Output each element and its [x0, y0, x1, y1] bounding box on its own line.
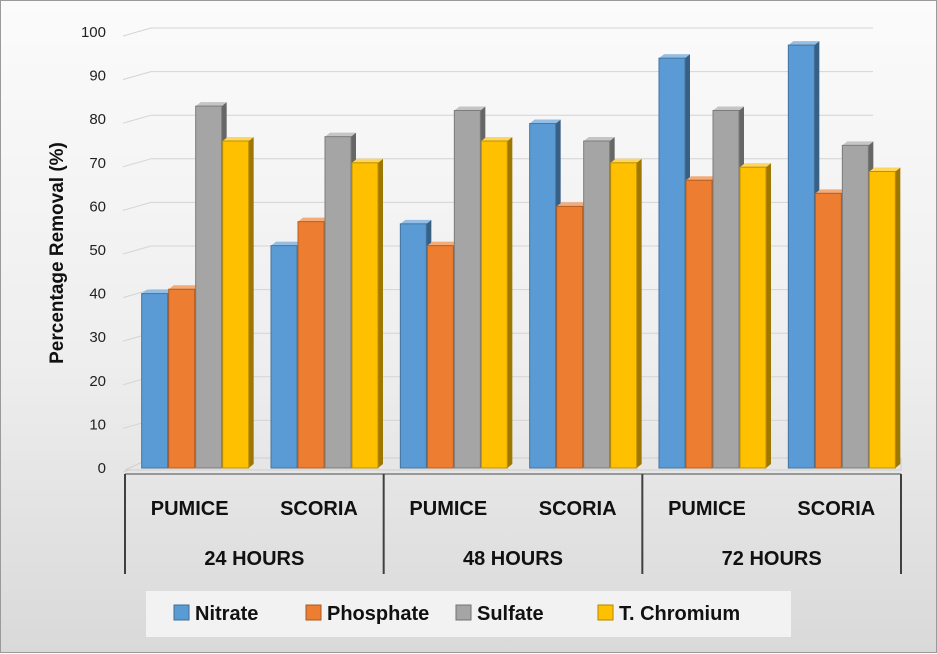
- group-label: 48 HOURS: [463, 548, 563, 570]
- y-tick-label: 70: [89, 155, 106, 172]
- bar-top: [141, 289, 173, 294]
- bar-top: [610, 158, 642, 163]
- bar-top: [740, 163, 771, 168]
- bar-top: [427, 241, 459, 246]
- bar-top: [222, 137, 254, 141]
- bar-side: [766, 163, 771, 468]
- bar-top: [454, 106, 486, 111]
- category-label: PUMICE: [668, 498, 746, 520]
- bar-top: [659, 54, 690, 59]
- group-label: 72 HOURS: [722, 548, 822, 570]
- bar: [658, 57, 686, 469]
- bar-top: [815, 189, 847, 194]
- bar-top: [788, 41, 820, 46]
- bar-side: [507, 137, 513, 468]
- bar: [426, 245, 454, 469]
- y-tick-label: 60: [89, 198, 106, 215]
- bar: [453, 109, 481, 469]
- bar: [480, 140, 508, 469]
- bar: [814, 192, 842, 469]
- bar-side: [636, 158, 642, 469]
- legend-swatch: [597, 604, 614, 621]
- bar: [556, 205, 584, 469]
- y-tick-label: 40: [89, 286, 106, 303]
- bar: [841, 144, 869, 469]
- group-label: 24 HOURS: [204, 548, 304, 570]
- y-axis-ticks: 0 10 20 30 40 50 60 70 80 90 100: [81, 24, 106, 477]
- bar: [141, 293, 169, 469]
- bar: [610, 162, 638, 469]
- bar-top: [168, 285, 200, 290]
- bar-top: [529, 119, 561, 124]
- bar: [583, 140, 611, 469]
- legend-swatch: [455, 604, 472, 621]
- y-tick-label: 20: [89, 373, 106, 390]
- category-label: SCORIA: [280, 498, 358, 520]
- gridline-depth: [122, 71, 152, 81]
- bar-top: [583, 137, 615, 141]
- gridline-depth: [122, 158, 152, 168]
- bar-side: [248, 137, 254, 468]
- legend-label: T. Chromium: [619, 603, 740, 625]
- bar: [712, 109, 740, 469]
- gridline-depth: [122, 114, 152, 124]
- legend-label: Nitrate: [195, 603, 258, 625]
- bar: [222, 140, 250, 469]
- y-tick-label: 30: [89, 329, 106, 346]
- bar: [195, 105, 223, 469]
- category-table: PUMICE SCORIA PUMICE SCORIA PUMICE SCORIA 24 H…: [124, 473, 902, 574]
- bar: [351, 162, 379, 469]
- bar: [739, 166, 767, 469]
- y-tick-label: 100: [81, 24, 106, 41]
- bar-top: [352, 158, 383, 163]
- bar-top: [325, 132, 356, 137]
- bar-top: [400, 219, 432, 224]
- bar-top: [869, 167, 901, 172]
- legend: Nitrate Phosphate Sulfate T. Chromium: [146, 591, 791, 637]
- y-tick-label: 80: [89, 111, 106, 128]
- bar: [868, 171, 896, 469]
- gridline-depth: [122, 201, 152, 211]
- bar-top: [298, 217, 329, 222]
- bar-top: [686, 176, 717, 181]
- bar: [270, 245, 298, 469]
- legend-swatch: [305, 604, 322, 621]
- y-tick-label: 0: [98, 460, 106, 477]
- legend-label: Phosphate: [327, 603, 429, 625]
- bar-top: [195, 102, 227, 107]
- bar-top: [713, 106, 744, 111]
- bars: [141, 41, 901, 469]
- bar: [399, 223, 427, 469]
- bar-side: [895, 167, 901, 468]
- bar: [297, 221, 325, 469]
- legend-label: Sulfate: [477, 603, 544, 625]
- category-label: PUMICE: [151, 498, 229, 520]
- bar-top: [271, 241, 302, 246]
- category-label: SCORIA: [797, 498, 875, 520]
- bar: [787, 44, 815, 469]
- gridline-depth: [122, 245, 152, 255]
- bar: [529, 123, 557, 469]
- bar-top: [481, 137, 513, 141]
- y-axis-title: Percentage Removal (%): [47, 142, 68, 364]
- y-tick-label: 10: [89, 416, 106, 433]
- bar: [685, 179, 713, 469]
- bar-top: [556, 202, 588, 207]
- y-tick-label: 90: [89, 68, 106, 85]
- category-label: SCORIA: [539, 498, 617, 520]
- category-label: PUMICE: [409, 498, 487, 520]
- bar: [168, 288, 196, 469]
- bar-top: [842, 141, 874, 146]
- gridline-depth: [122, 27, 152, 37]
- legend-swatch: [173, 604, 190, 621]
- y-tick-label: 50: [89, 242, 106, 259]
- bar-side: [378, 158, 383, 469]
- bar: [324, 136, 352, 469]
